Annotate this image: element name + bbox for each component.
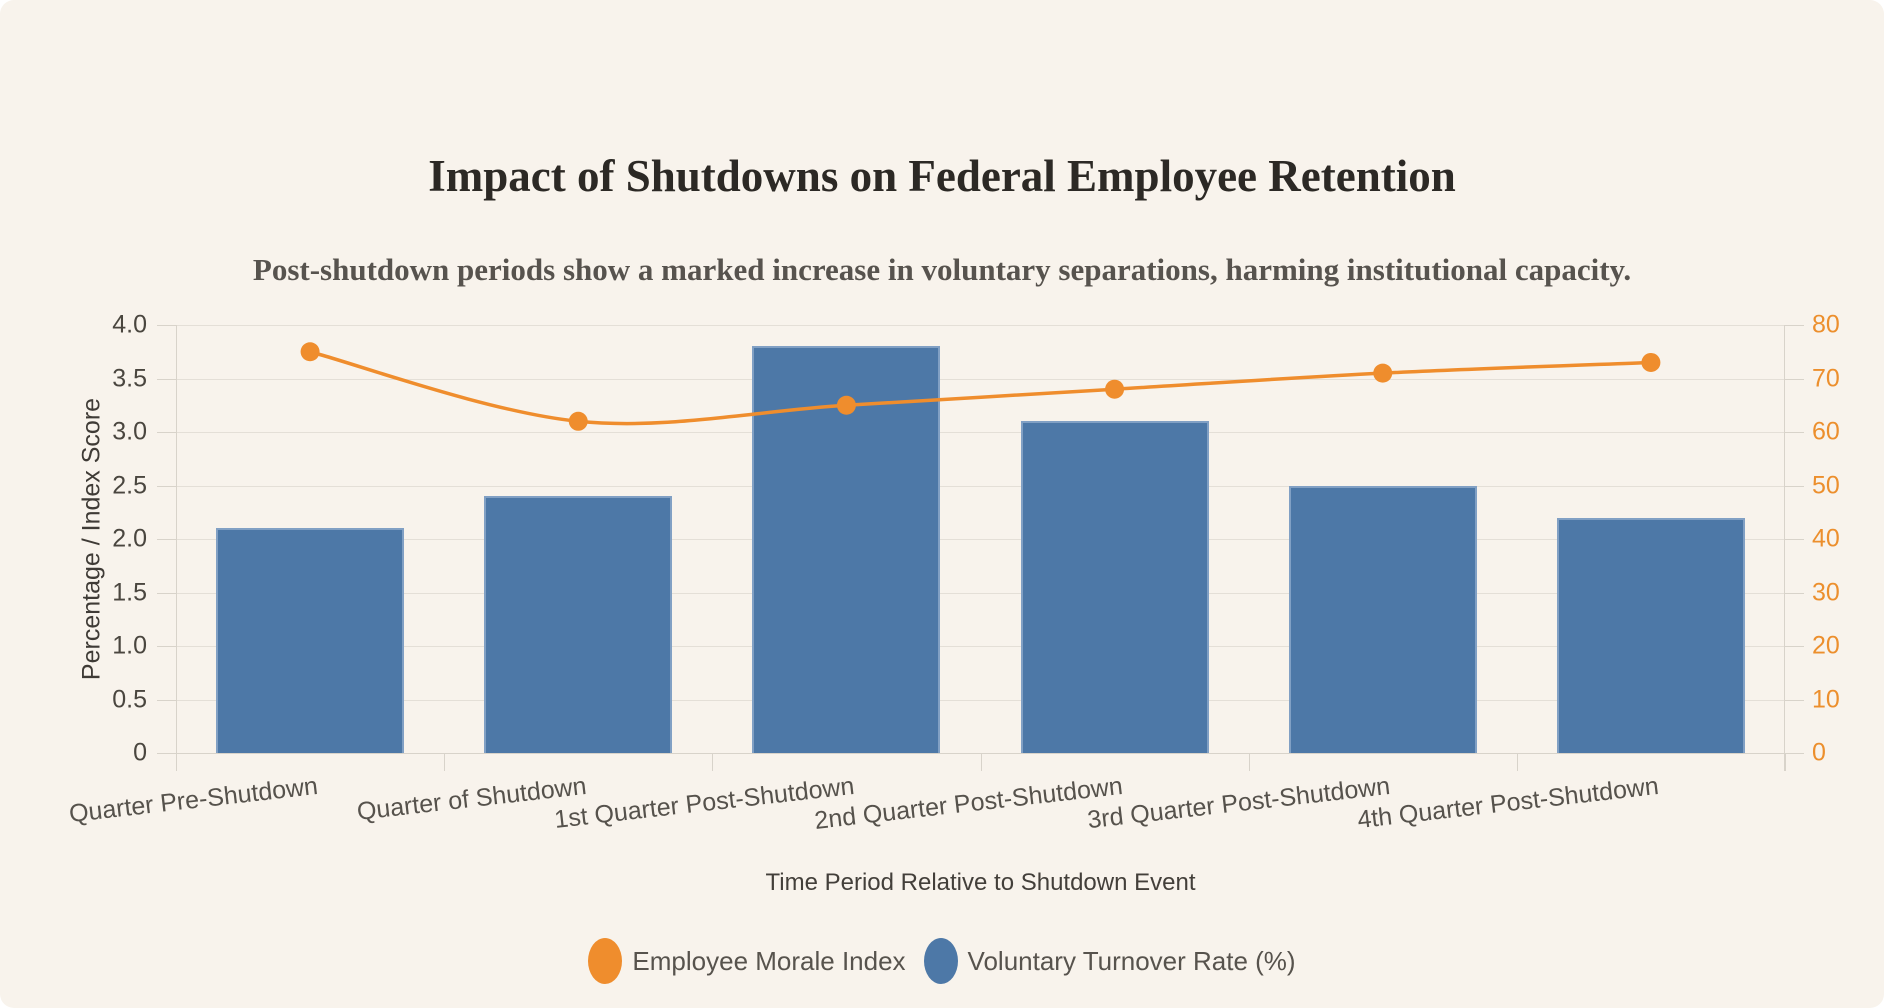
y-left-tick-label: 4.0 bbox=[112, 310, 147, 339]
bar bbox=[484, 496, 673, 753]
y-tick-left bbox=[157, 646, 176, 647]
morale-series-marker-icon bbox=[588, 938, 623, 984]
y-axis-line-right bbox=[1784, 325, 1785, 771]
y-tick-left bbox=[157, 325, 176, 326]
y-right-tick-label: 0 bbox=[1812, 738, 1826, 767]
y-right-tick-label: 20 bbox=[1812, 631, 1840, 660]
morale-line-layer bbox=[300, 342, 1661, 431]
line-point bbox=[300, 342, 320, 362]
x-boundary-tick bbox=[1785, 753, 1786, 771]
morale-line bbox=[309, 350, 1651, 426]
y-right-tick-label: 70 bbox=[1812, 364, 1840, 392]
y-right-tick-label: 40 bbox=[1812, 524, 1840, 553]
gridline bbox=[176, 378, 1785, 380]
y-tick-right bbox=[1785, 539, 1804, 540]
y-right-tick-label: 30 bbox=[1812, 578, 1840, 606]
bar bbox=[216, 528, 405, 753]
x-boundary-tick bbox=[444, 753, 445, 771]
x-category-label: 2nd Quarter Post-Shutdown bbox=[812, 772, 1124, 835]
x-category-label: Quarter Pre-Shutdown bbox=[67, 772, 320, 829]
x-boundary-tick bbox=[176, 753, 177, 771]
gridline bbox=[176, 325, 1785, 326]
gridline bbox=[176, 485, 1785, 487]
gridline bbox=[176, 432, 1785, 433]
y-left-tick-label: 2.0 bbox=[112, 524, 147, 553]
y-right-tick-label: 60 bbox=[1812, 417, 1840, 446]
bar bbox=[1020, 421, 1209, 753]
line-point bbox=[836, 395, 856, 415]
plot-area bbox=[157, 325, 1804, 771]
y-tick-right bbox=[1785, 485, 1804, 487]
y-right-tick-label: 10 bbox=[1812, 685, 1840, 713]
y-tick-right bbox=[1785, 378, 1804, 380]
y-tick-left bbox=[157, 432, 176, 433]
y-tick-right bbox=[1785, 646, 1804, 647]
legend-item-turnover: Voluntary Turnover Rate (%) bbox=[923, 938, 1296, 984]
y-left-tick-label: 1.5 bbox=[112, 578, 147, 606]
y-left-tick-label: 0 bbox=[133, 738, 147, 767]
y-tick-right bbox=[1785, 592, 1804, 594]
gridline bbox=[176, 539, 1785, 540]
legend-item-morale: Employee Morale Index bbox=[588, 938, 906, 984]
x-category-label: 3rd Quarter Post-Shutdown bbox=[1086, 772, 1392, 835]
y-tick-right bbox=[1785, 432, 1804, 433]
y-tick-left bbox=[157, 592, 176, 594]
x-boundary-tick bbox=[1517, 753, 1518, 771]
y-tick-left bbox=[157, 485, 176, 487]
y-left-tick-label: 2.5 bbox=[112, 471, 147, 499]
y-right-tick-label: 80 bbox=[1812, 310, 1840, 339]
y-tick-right bbox=[1785, 325, 1804, 326]
y-left-tick-label: 1.0 bbox=[112, 631, 147, 660]
y-tick-left bbox=[157, 539, 176, 540]
y-axis-line-left bbox=[176, 325, 177, 771]
gridline bbox=[176, 699, 1785, 701]
chart-subtitle: Post-shutdown periods show a marked incr… bbox=[252, 252, 1632, 287]
legend-label: Voluntary Turnover Rate (%) bbox=[967, 945, 1296, 976]
x-boundary-tick bbox=[712, 753, 713, 771]
line-point bbox=[1373, 363, 1393, 383]
gridline bbox=[176, 646, 1785, 647]
y-left-tick-label: 3.5 bbox=[112, 364, 147, 392]
y-left-tick-label: 0.5 bbox=[112, 685, 147, 713]
x-axis-title: Time Period Relative to Shutdown Event bbox=[765, 869, 1196, 896]
line-point bbox=[568, 411, 588, 431]
chart-title: Impact of Shutdowns on Federal Employee … bbox=[428, 151, 1456, 201]
x-boundary-tick bbox=[1249, 753, 1250, 771]
bar bbox=[1556, 517, 1745, 753]
turnover-series-marker-icon bbox=[923, 938, 958, 984]
legend-label: Employee Morale Index bbox=[632, 945, 906, 976]
x-category-label: Quarter of Shutdown bbox=[355, 772, 588, 826]
line-point bbox=[1105, 379, 1125, 399]
y-tick-right bbox=[1785, 699, 1804, 701]
x-category-label: 1st Quarter Post-Shutdown bbox=[552, 772, 856, 834]
y-tick-left bbox=[157, 753, 176, 754]
y-tick-left bbox=[157, 378, 176, 380]
gridline bbox=[176, 592, 1785, 594]
x-boundary-tick bbox=[981, 753, 982, 771]
y-left-tick-label: 3.0 bbox=[112, 417, 147, 446]
y-tick-left bbox=[157, 699, 176, 701]
bar bbox=[1288, 485, 1477, 753]
y-right-tick-label: 50 bbox=[1812, 471, 1840, 499]
gridline bbox=[176, 753, 1785, 754]
line-point bbox=[1641, 352, 1661, 372]
legend: Employee Morale Index Voluntary Turnover… bbox=[0, 938, 1884, 984]
y-tick-right bbox=[1785, 753, 1804, 754]
x-category-label: 4th Quarter Post-Shutdown bbox=[1355, 772, 1661, 835]
